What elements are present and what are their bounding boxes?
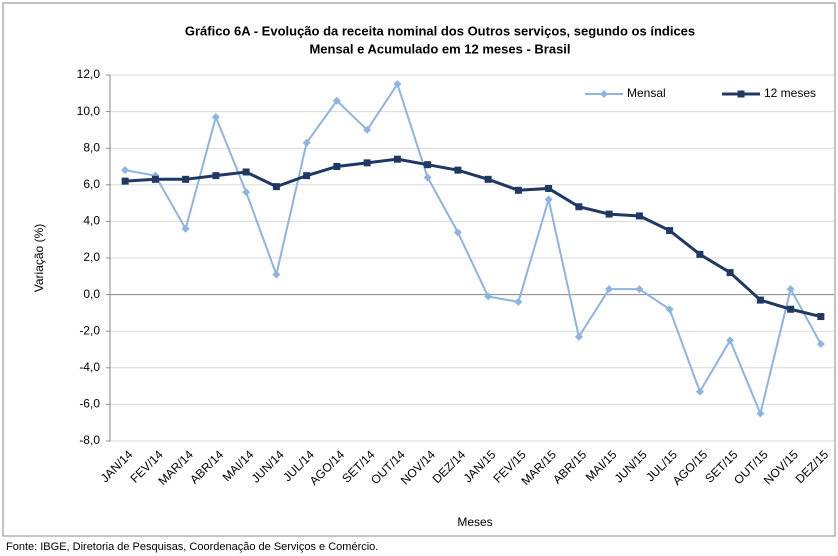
marker — [484, 175, 492, 183]
y-tick-label: -8,0 — [79, 433, 100, 447]
marker — [635, 285, 644, 294]
x-axis-label: Meses — [457, 515, 492, 529]
marker — [303, 172, 311, 180]
y-tick-label: 2,0 — [83, 250, 100, 264]
y-tick-label: 8,0 — [83, 140, 100, 154]
marker — [121, 177, 129, 185]
marker — [423, 173, 432, 182]
marker — [333, 163, 341, 170]
y-tick-label: -2,0 — [79, 323, 100, 337]
legend-label: 12 meses — [764, 86, 816, 100]
y-tick-label: 10,0 — [77, 104, 101, 118]
marker — [605, 285, 614, 294]
marker — [212, 172, 220, 180]
y-tick-label: -4,0 — [79, 360, 100, 374]
marker — [787, 305, 795, 313]
chart-title: Gráfico 6A - Evolução da receita nominal… — [185, 23, 695, 38]
y-axis-label: Variação (%) — [32, 224, 46, 292]
marker — [756, 296, 764, 304]
legend-label: Mensal — [627, 86, 666, 100]
marker — [635, 212, 643, 220]
marker — [151, 175, 159, 183]
marker — [393, 80, 402, 89]
marker — [182, 175, 190, 183]
marker — [393, 155, 401, 163]
y-tick-label: 12,0 — [77, 67, 101, 81]
frame — [2, 2, 836, 537]
marker — [605, 210, 613, 218]
chart-title: Mensal e Acumulado em 12 meses - Brasil — [309, 41, 570, 56]
marker — [726, 269, 734, 277]
marker — [363, 159, 371, 167]
marker — [816, 340, 825, 349]
marker — [121, 166, 130, 175]
marker — [211, 113, 220, 122]
marker — [454, 166, 462, 174]
y-tick-label: -6,0 — [79, 397, 100, 411]
legend-marker — [737, 90, 745, 98]
marker — [453, 228, 462, 237]
marker — [242, 168, 250, 176]
marker — [272, 183, 280, 191]
marker — [332, 96, 341, 105]
source: Fonte: IBGE, Diretoria de Pesquisas, Coo… — [6, 541, 378, 553]
marker — [272, 270, 281, 279]
y-tick-label: 4,0 — [83, 214, 100, 228]
marker — [484, 292, 493, 301]
y-tick-label: 0,0 — [83, 287, 100, 301]
marker — [665, 305, 674, 314]
marker — [242, 188, 251, 197]
marker — [817, 313, 825, 321]
marker — [695, 387, 704, 396]
marker — [696, 250, 704, 258]
series-line — [125, 157, 822, 319]
marker — [666, 227, 674, 235]
series-line — [124, 81, 822, 417]
marker — [545, 184, 553, 192]
marker — [424, 161, 432, 169]
marker — [363, 125, 372, 134]
marker — [726, 336, 735, 345]
marker — [514, 186, 522, 194]
marker — [181, 224, 190, 233]
marker — [575, 203, 583, 211]
marker — [302, 138, 311, 147]
legend-marker — [600, 90, 608, 98]
marker — [756, 409, 765, 418]
marker — [544, 195, 553, 204]
marker — [574, 332, 583, 341]
y-tick-label: 6,0 — [83, 177, 100, 191]
marker — [786, 285, 795, 294]
marker — [514, 297, 523, 306]
